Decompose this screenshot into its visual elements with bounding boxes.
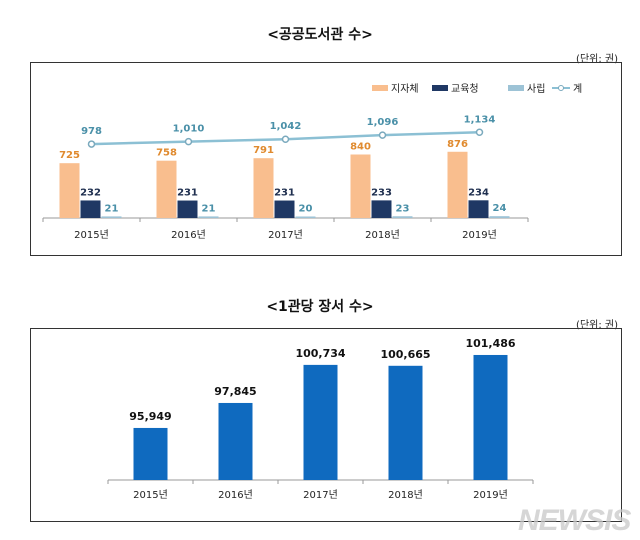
legend-swatch-지자체 (372, 85, 388, 91)
legend-label: 지자체 (391, 83, 419, 95)
total-point (475, 128, 484, 137)
bar-지자체 (253, 158, 274, 218)
x-tick-label: 2017년 (268, 229, 303, 241)
bar-label: 232 (80, 187, 101, 198)
bar-지자체 (59, 163, 80, 218)
bar-label: 97,845 (214, 385, 256, 398)
x-tick-label: 2019년 (462, 229, 497, 241)
x-tick-label: 2018년 (388, 489, 423, 501)
x-tick-label: 2016년 (171, 229, 206, 241)
bar (388, 365, 423, 480)
x-tick-label: 2017년 (303, 489, 338, 501)
total-point (281, 135, 290, 143)
total-point (184, 137, 193, 146)
x-tick-label: 2016년 (218, 489, 253, 501)
x-tick-label: 2018년 (365, 229, 400, 241)
bar (473, 354, 508, 480)
bar-교육청 (80, 200, 101, 218)
bar (133, 427, 168, 480)
bar-지자체 (447, 151, 468, 218)
bar-label: 20 (299, 203, 313, 214)
legend-label: 사립 (527, 82, 545, 95)
chart1-unit: (단위: 권) (576, 54, 618, 65)
total-label: 1,010 (173, 124, 205, 135)
chart2-unit: (단위: 권) (576, 320, 618, 331)
x-tick-label: 2019년 (473, 489, 508, 501)
legend-label: 계 (573, 83, 582, 95)
total-label: 978 (81, 126, 102, 137)
legend-line-marker (558, 85, 564, 91)
bar-label: 23 (396, 203, 410, 214)
bar-교육청 (468, 200, 489, 218)
chart1-frame (30, 62, 622, 256)
bar (303, 364, 338, 480)
total-point (378, 131, 387, 139)
bar-label: 24 (493, 203, 507, 214)
x-tick-label: 2015년 (133, 489, 168, 501)
bar-label: 101,486 (465, 337, 515, 350)
bar-사립 (198, 216, 219, 218)
legend-label: 교육청 (451, 83, 479, 95)
bar-label: 725 (59, 150, 80, 161)
bar-label: 791 (253, 145, 274, 156)
bar-label: 758 (156, 148, 177, 159)
bar-사립 (295, 216, 316, 218)
bar (218, 402, 253, 480)
bar-label: 233 (371, 187, 392, 198)
bar-label: 840 (350, 141, 371, 152)
bar-사립 (101, 216, 122, 218)
bar-교육청 (274, 200, 295, 218)
legend-swatch-교육청 (432, 85, 448, 91)
total-point (87, 140, 96, 148)
x-tick-label: 2015년 (74, 229, 109, 241)
total-label: 1,042 (270, 121, 302, 132)
bar-교육청 (371, 200, 392, 218)
bar-label: 231 (177, 188, 198, 199)
total-label: 1,134 (464, 114, 496, 125)
bar-label: 231 (274, 188, 295, 199)
bar-사립 (489, 216, 510, 218)
bar-지자체 (350, 154, 371, 218)
bar-label: 95,949 (129, 410, 171, 423)
bar-label: 21 (105, 203, 119, 214)
bar-label: 21 (202, 203, 216, 214)
bar-사립 (392, 216, 413, 218)
bar-교육청 (177, 200, 198, 218)
total-label: 1,096 (367, 117, 399, 128)
chart2-title: <1관당 장서 수> (266, 299, 374, 315)
chart2-frame (30, 328, 622, 522)
bar-label: 234 (468, 187, 489, 198)
newsis-watermark: NEWSIS (518, 504, 631, 537)
bar-label: 100,734 (295, 347, 345, 360)
bar-label: 876 (447, 139, 468, 150)
legend-swatch-사립 (508, 85, 524, 91)
chart1-title: <공공도서관 수> (267, 27, 373, 43)
bar-label: 100,665 (380, 348, 430, 361)
bar-지자체 (156, 160, 177, 218)
